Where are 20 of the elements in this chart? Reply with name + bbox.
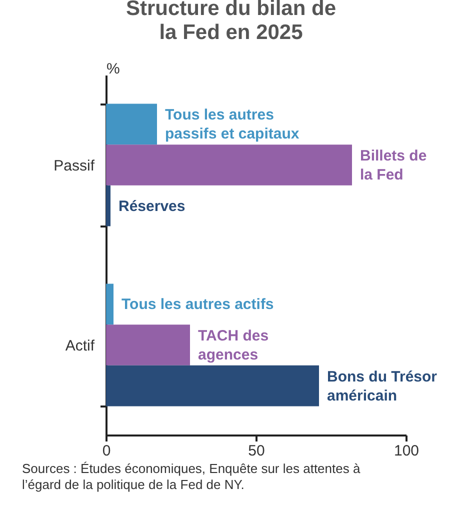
annotation: Bons du Trésor américain <box>327 368 438 404</box>
annotation: Réserves <box>118 198 186 215</box>
source-note: Sources : Études économiques, Enquête sur les attentes à l’égard de la politique de la Fed de NY. <box>22 461 361 492</box>
bar <box>106 324 190 366</box>
chart-title: Structure du bilan de la Fed en 2025 <box>126 0 336 44</box>
bar <box>106 284 114 325</box>
annotation: Tous les autres actifs <box>122 296 274 314</box>
bar <box>106 185 110 226</box>
y-tick-label: Passif <box>54 158 96 174</box>
bar <box>106 144 352 186</box>
x-tick-label: 100 <box>394 442 420 460</box>
bar <box>106 104 157 145</box>
x-tick-label: 50 <box>248 442 265 460</box>
annotation: Billets de la Fed <box>360 148 427 184</box>
x-axis-title: % <box>106 60 120 78</box>
y-tick-label: Actif <box>65 338 96 354</box>
bar <box>106 365 319 406</box>
annotation: Tous les autres passifs et capitaux <box>165 106 300 143</box>
x-tick-label: 0 <box>102 442 111 460</box>
annotation: TACH des agences <box>198 328 269 364</box>
